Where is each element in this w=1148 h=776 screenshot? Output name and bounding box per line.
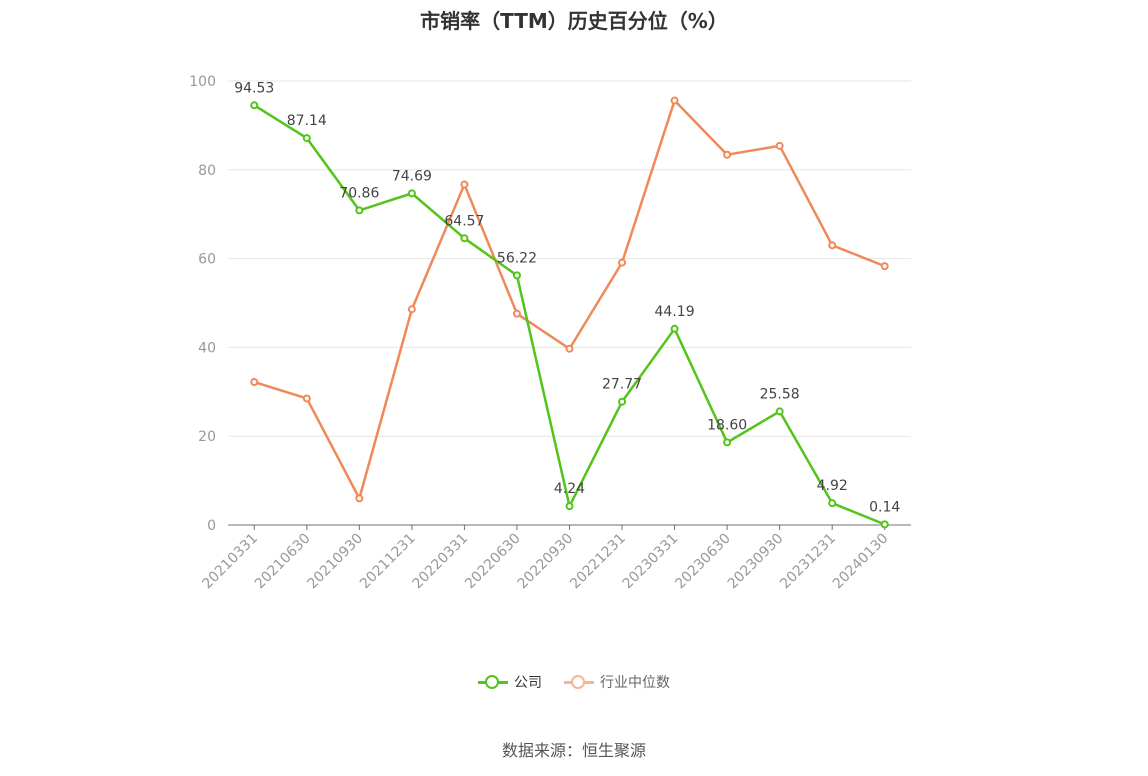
data-label: 44.19 [655, 304, 695, 320]
x-tick-label: 20210930 [304, 531, 366, 593]
data-label: 4.92 [817, 478, 848, 494]
data-point[interactable] [618, 397, 627, 406]
data-point[interactable] [407, 305, 416, 314]
data-point[interactable] [250, 378, 259, 387]
legend-label: 公司 [514, 675, 542, 691]
data-point[interactable] [355, 494, 364, 503]
data-label: 0.14 [869, 499, 900, 515]
x-tick-label: 20240130 [830, 531, 892, 593]
data-label: 56.22 [497, 250, 537, 266]
line-chart: 0 20 40 60 80 100 2021033120210630202109302021… [189, 74, 911, 593]
data-point[interactable] [250, 101, 259, 110]
data-point[interactable] [460, 234, 469, 243]
legend-swatch-icon [564, 675, 594, 689]
legend-label: 行业中位数 [600, 675, 670, 691]
data-point[interactable] [618, 258, 627, 267]
x-tick-label: 20220930 [515, 531, 577, 593]
y-tick-label: 20 [198, 429, 216, 445]
data-point[interactable] [880, 520, 889, 529]
data-label: 4.24 [554, 481, 585, 497]
data-label: 18.60 [707, 417, 747, 433]
x-tick-label: 20210331 [199, 531, 261, 593]
data-point[interactable] [828, 241, 837, 250]
x-tick-label: 20231231 [777, 531, 839, 593]
data-point[interactable] [512, 271, 521, 280]
x-tick-label: 20221231 [567, 531, 629, 593]
legend-item-0[interactable]: 公司 [478, 672, 542, 692]
data-point[interactable] [565, 502, 574, 511]
x-tick-label: 20230331 [620, 531, 682, 593]
legend-swatch-icon [478, 675, 508, 689]
data-point[interactable] [828, 499, 837, 508]
y-tick-label: 0 [207, 518, 216, 534]
data-label: 94.53 [234, 80, 274, 96]
data-point[interactable] [302, 394, 311, 403]
legend: 公司 行业中位数 [0, 672, 1148, 692]
data-label: 25.58 [760, 386, 800, 402]
data-point[interactable] [302, 134, 311, 143]
y-tick-label: 100 [189, 74, 216, 90]
data-label: 87.14 [287, 113, 327, 129]
y-tick-label: 60 [198, 252, 216, 268]
x-tick-label: 20230930 [725, 531, 787, 593]
x-tick-label: 20210630 [252, 531, 314, 593]
data-point[interactable] [355, 206, 364, 215]
y-tick-label: 40 [198, 340, 216, 356]
series-line-1 [253, 99, 886, 500]
data-point[interactable] [512, 309, 521, 318]
data-label: 70.86 [339, 185, 379, 201]
data-point[interactable] [670, 324, 679, 333]
data-label: 27.77 [602, 377, 642, 393]
data-label: 64.57 [444, 213, 484, 229]
chart-title: 市销率（TTM）历史百分位（%） [420, 9, 728, 33]
data-label: 74.69 [392, 168, 432, 184]
data-point[interactable] [775, 407, 784, 416]
data-point[interactable] [880, 262, 889, 271]
x-tick-label: 20220331 [410, 531, 472, 593]
data-point[interactable] [775, 141, 784, 150]
y-tick-label: 80 [198, 163, 216, 179]
x-tick-label: 20211231 [357, 531, 419, 593]
data-point[interactable] [670, 96, 679, 105]
legend-item-1[interactable]: 行业中位数 [564, 672, 670, 692]
data-point[interactable] [723, 150, 732, 159]
data-point[interactable] [407, 189, 416, 198]
data-point[interactable] [723, 438, 732, 447]
data-point[interactable] [565, 344, 574, 353]
x-tick-label: 20230630 [672, 531, 734, 593]
data-point[interactable] [460, 180, 469, 189]
x-tick-label: 20220630 [462, 531, 524, 593]
source-note: 数据来源：恒生聚源 [501, 741, 646, 760]
